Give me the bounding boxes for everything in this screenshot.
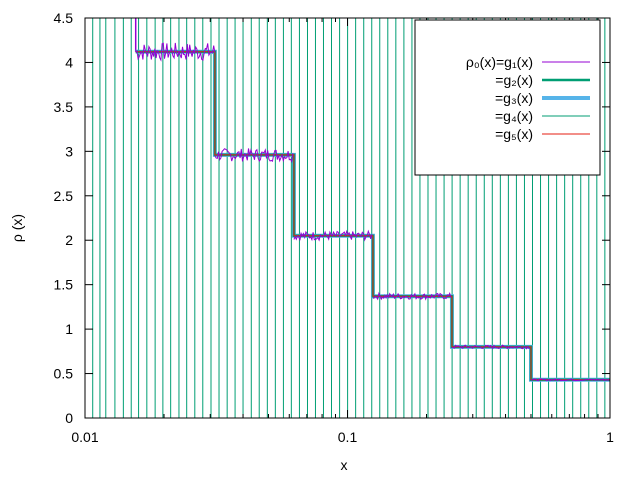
- y-tick-label-3: 1.5: [54, 277, 74, 293]
- y-tick-label-9: 4.5: [54, 10, 74, 26]
- y-tick-label-8: 4: [65, 54, 73, 70]
- x-tick-label-0: 0.01: [71, 429, 98, 445]
- y-tick-label-2: 1: [65, 321, 73, 337]
- series-g1-step-0: [135, 42, 216, 62]
- y-tick-label-6: 3: [65, 143, 73, 159]
- x-tick-label-2: 1: [606, 429, 614, 445]
- series-g1-step-3: [372, 291, 452, 301]
- y-tick-label-4: 2: [65, 232, 73, 248]
- series-g1-step-4: [451, 344, 531, 350]
- series-g1-step-2: [293, 229, 373, 242]
- legend-label-3: =g₄(x): [495, 108, 533, 124]
- series-g1-step-1: [214, 148, 294, 164]
- legend: ρ₀(x)=g₁(x) =g₂(x) =g₃(x) =g₄(x) =g₅(x): [414, 19, 601, 176]
- y-tick-label-1: 0.5: [54, 366, 74, 382]
- legend-label-1: =g₂(x): [495, 72, 533, 88]
- x-axis-label: x: [341, 457, 348, 473]
- series-layer: [134, 18, 610, 382]
- y-tick-label-5: 2.5: [54, 188, 74, 204]
- series-g1-step-5: [530, 378, 610, 382]
- x-tick-label-1: 0.1: [338, 429, 358, 445]
- legend-label-2: =g₃(x): [495, 90, 533, 106]
- series-g5-line: [135, 51, 610, 381]
- y-axis-label: ρ (x): [9, 214, 25, 242]
- legend-label-0: ρ₀(x)=g₁(x): [466, 54, 533, 70]
- legend-label-4: =g₅(x): [495, 126, 533, 142]
- y-tick-label-0: 0: [65, 410, 73, 426]
- y-tick-label-7: 3.5: [54, 99, 74, 115]
